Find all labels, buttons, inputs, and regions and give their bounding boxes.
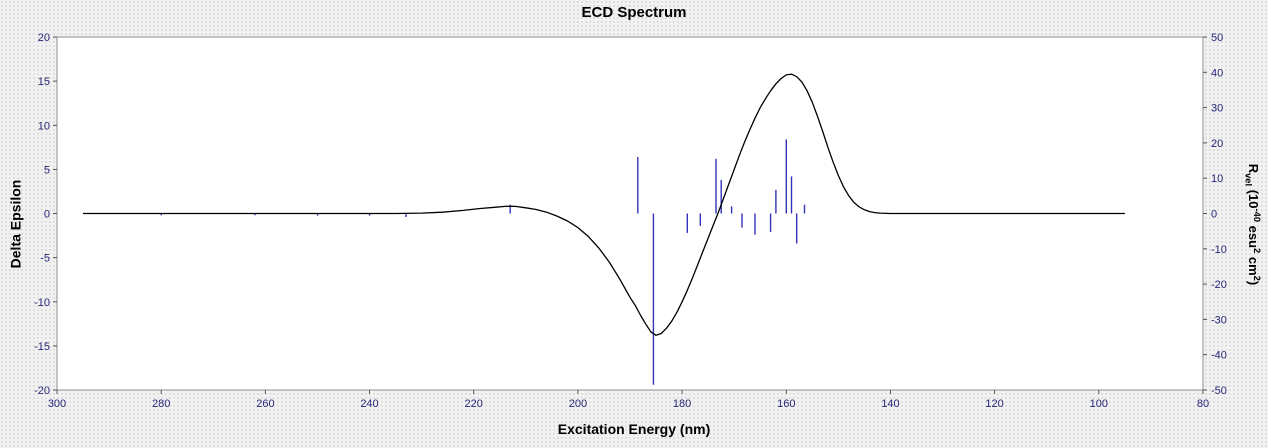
x-tick-label: 160: [777, 398, 795, 410]
y-right-label-p1: (10: [1246, 185, 1262, 209]
x-tick-label: 80: [1197, 398, 1209, 410]
y-right-label-sup3: 2: [1252, 275, 1263, 281]
y-right-label-p4: ): [1246, 280, 1262, 285]
y-right-tick-label: -20: [1211, 279, 1227, 291]
y-left-tick-label: -10: [34, 297, 50, 309]
y-right-tick-label: -30: [1211, 314, 1227, 326]
x-tick-label: 260: [256, 398, 274, 410]
x-tick-label: 140: [881, 398, 899, 410]
y-right-tick-label: -40: [1211, 350, 1227, 362]
y-left-tick-label: 0: [44, 209, 50, 221]
x-tick-label: 220: [465, 398, 483, 410]
y-right-tick-label: -50: [1211, 385, 1227, 397]
y-left-tick-label: -20: [34, 385, 50, 397]
y-right-tick-label: 50: [1211, 32, 1223, 44]
y-right-label-sup2: 2: [1252, 247, 1263, 253]
y-left-tick-label: 15: [38, 76, 50, 88]
y-right-label-p3: cm: [1246, 252, 1262, 276]
y-left-axis-label-wrap: Delta Epsilon: [0, 0, 30, 448]
y-left-tick-label: -15: [34, 341, 50, 353]
y-right-label-sup1: -40: [1252, 208, 1263, 222]
y-left-tick-label: 20: [38, 32, 50, 44]
x-tick-label: 200: [569, 398, 587, 410]
y-right-tick-label: 30: [1211, 103, 1223, 115]
y-left-tick-label: 10: [38, 120, 50, 132]
y-right-tick-label: 20: [1211, 138, 1223, 150]
y-right-label-sub: vel: [1243, 172, 1254, 186]
x-axis-label: Excitation Energy (nm): [557, 421, 711, 437]
ecd-curve: [83, 73, 1125, 336]
chart-title: ECD Spectrum: [581, 4, 687, 21]
y-right-tick-label: 40: [1211, 67, 1223, 79]
x-tick-label: 100: [1090, 398, 1108, 410]
y-right-tick-label: 0: [1211, 209, 1217, 221]
y-right-tick-label: -10: [1211, 244, 1227, 256]
y-left-tick-label: -5: [40, 253, 50, 265]
x-tick-label: 180: [673, 398, 691, 410]
x-tick-label: 120: [985, 398, 1003, 410]
y-left-axis-label: Delta Epsilon: [7, 179, 23, 269]
x-tick-label: 300: [48, 398, 66, 410]
y-right-label-p2: esu: [1246, 221, 1262, 248]
y-left-tick-label: 5: [44, 164, 50, 176]
x-tick-label: 280: [152, 398, 170, 410]
y-right-tick-label: 10: [1211, 173, 1223, 185]
y-right-axis-label: Rvel (10-40 esu2 cm2): [1244, 163, 1263, 284]
y-right-label-r: R: [1246, 163, 1262, 173]
y-right-axis-label-wrap: Rvel (10-40 esu2 cm2): [1238, 0, 1268, 448]
x-tick-label: 240: [360, 398, 378, 410]
